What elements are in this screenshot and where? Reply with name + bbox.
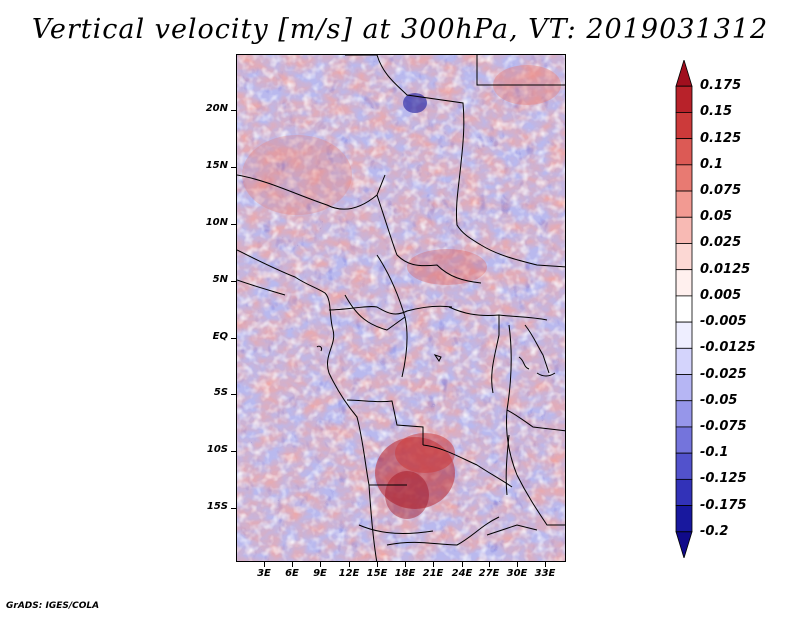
colorbar-swatch — [675, 243, 693, 271]
colorbar-level-label: -0.0125 — [700, 340, 756, 356]
longitude-label: 3E — [257, 568, 271, 579]
longitude-label: 24E — [451, 568, 473, 579]
colorbar-level-label: 0.075 — [700, 183, 742, 199]
colorbar-level-label: 0.1 — [700, 156, 724, 172]
longitude-label: 18E — [394, 568, 416, 579]
longitude-tick — [377, 562, 378, 567]
latitude-tick — [231, 508, 236, 509]
colorbar-swatch — [675, 374, 693, 402]
latitude-tick — [231, 394, 236, 395]
colorbar-level-label: -0.175 — [700, 497, 747, 513]
longitude-tick — [489, 562, 490, 567]
colorbar-swatch — [675, 400, 693, 428]
longitude-label: 33E — [534, 568, 556, 579]
longitude-tick — [349, 562, 350, 567]
colorbar-swatch — [675, 295, 693, 323]
colorbar-level-label: 0.125 — [700, 130, 742, 146]
latitude-label: EQ — [212, 331, 228, 342]
colorbar-level-label: 0.05 — [700, 209, 733, 225]
latitude-tick — [231, 167, 236, 168]
longitude-tick — [405, 562, 406, 567]
longitude-label: 27E — [478, 568, 500, 579]
colorbar-level-label: 0.025 — [700, 235, 742, 251]
latitude-tick — [231, 451, 236, 452]
colorbar-swatch — [675, 216, 693, 244]
colorbar-swatch — [675, 531, 693, 558]
longitude-label: 15E — [366, 568, 388, 579]
longitude-tick — [462, 562, 463, 567]
colorbar-level-label: -0.125 — [700, 471, 747, 487]
longitude-label: 12E — [338, 568, 360, 579]
colorbar-swatch — [675, 478, 693, 506]
colorbar-swatch — [675, 505, 693, 533]
colorbar-swatch — [675, 452, 693, 480]
longitude-label: 9E — [313, 568, 327, 579]
colorbar-swatch — [675, 347, 693, 375]
colorbar-swatch — [675, 426, 693, 454]
longitude-tick — [517, 562, 518, 567]
longitude-tick — [320, 562, 321, 567]
latitude-label: 15N — [205, 160, 228, 171]
colorbar-level-label: -0.005 — [700, 314, 747, 330]
colorbar-level-label: -0.025 — [700, 366, 747, 382]
latitude-label: 5N — [212, 274, 228, 285]
map-panel — [236, 54, 566, 562]
latitude-label: 15S — [206, 501, 228, 512]
colorbar-swatch — [675, 112, 693, 140]
longitude-label: 21E — [422, 568, 444, 579]
latitude-tick — [231, 224, 236, 225]
longitude-tick — [545, 562, 546, 567]
colorbar-level-label: 0.15 — [700, 104, 733, 120]
colorbar-swatch — [675, 60, 693, 87]
latitude-tick — [231, 281, 236, 282]
colorbar-swatch — [675, 190, 693, 218]
colorbar-level-label: -0.05 — [700, 392, 738, 408]
latitude-label: 20N — [205, 103, 228, 114]
colorbar-level-label: -0.2 — [700, 523, 729, 539]
colorbar-swatch — [675, 269, 693, 297]
latitude-tick — [231, 110, 236, 111]
colorbar-swatch — [675, 164, 693, 192]
longitude-label: 30E — [506, 568, 528, 579]
colorbar-level-label: 0.175 — [700, 78, 742, 94]
chart-title: Vertical velocity [m/s] at 300hPa, VT: 2… — [31, 14, 769, 45]
vertical-velocity-field — [237, 55, 565, 561]
colorbar-swatch — [675, 321, 693, 349]
colorbar-level-label: 0.0125 — [700, 261, 751, 277]
colorbar-level-label: -0.1 — [700, 445, 729, 461]
longitude-tick — [292, 562, 293, 567]
colorbar — [675, 60, 693, 558]
latitude-label: 10S — [206, 444, 228, 455]
colorbar-swatch — [675, 85, 693, 113]
latitude-label: 5S — [213, 387, 228, 398]
latitude-label: 10N — [205, 217, 228, 228]
colorbar-swatch — [675, 138, 693, 166]
longitude-tick — [433, 562, 434, 567]
grads-footer: GrADS: IGES/COLA — [6, 601, 100, 611]
longitude-label: 6E — [285, 568, 299, 579]
longitude-tick — [264, 562, 265, 567]
colorbar-level-label: 0.005 — [700, 287, 742, 303]
colorbar-level-label: -0.075 — [700, 418, 747, 434]
latitude-tick — [231, 338, 236, 339]
